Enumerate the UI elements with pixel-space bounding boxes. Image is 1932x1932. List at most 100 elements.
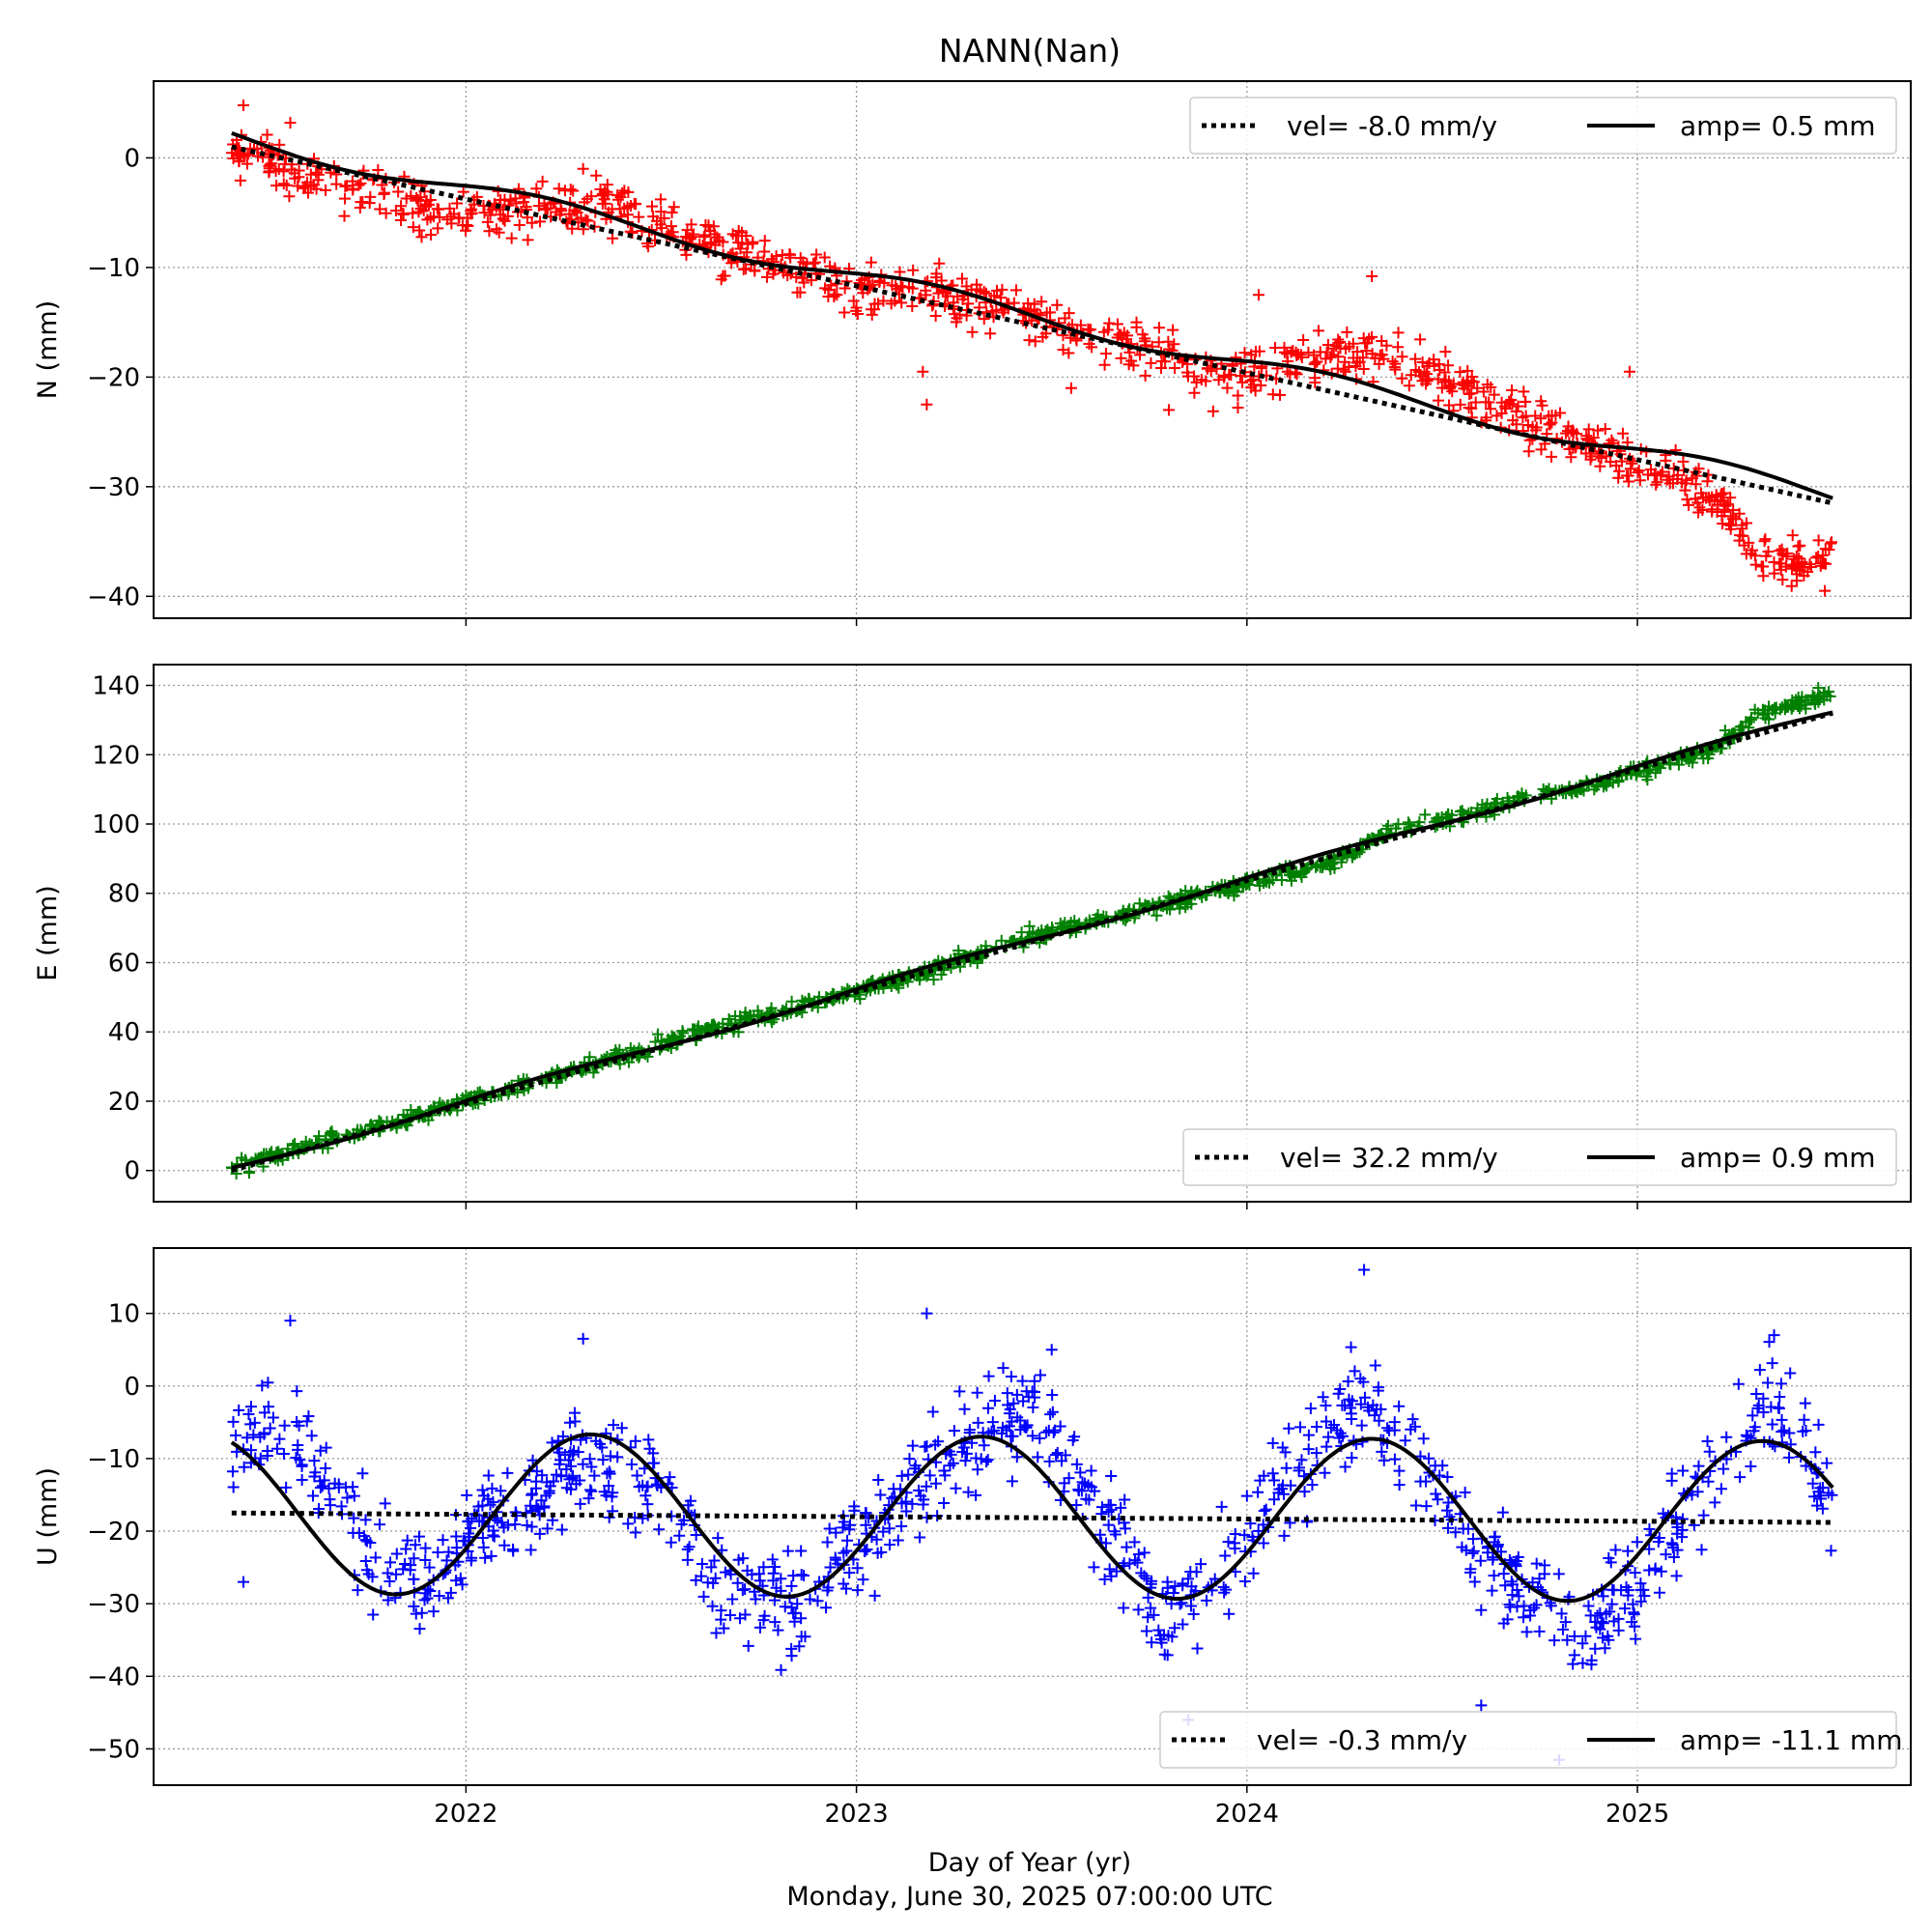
data-point — [1105, 1570, 1118, 1582]
data-point — [1667, 1551, 1680, 1564]
data-point — [710, 1627, 723, 1639]
data-point — [1138, 1547, 1151, 1559]
data-point — [424, 194, 437, 207]
data-point — [1011, 1411, 1024, 1424]
data-point — [1738, 539, 1750, 552]
data-point — [348, 1512, 360, 1524]
data-point — [1320, 353, 1332, 365]
data-point — [971, 1463, 983, 1476]
data-point — [526, 1489, 538, 1501]
data-point — [1004, 1407, 1015, 1420]
data-point — [1029, 335, 1041, 348]
data-point — [858, 1545, 870, 1557]
y-tick-label: −40 — [87, 1662, 140, 1691]
data-point — [1292, 348, 1304, 360]
data-point — [785, 1650, 798, 1662]
data-point — [564, 1483, 577, 1495]
data-point — [1273, 1483, 1286, 1495]
data-point — [413, 1623, 426, 1635]
data-point — [769, 1561, 781, 1574]
data-point — [1115, 1501, 1127, 1514]
data-point — [868, 1589, 881, 1602]
data-point — [735, 226, 748, 239]
data-point — [917, 365, 929, 378]
data-point — [1409, 1499, 1422, 1512]
data-point — [1471, 382, 1484, 394]
data-point — [913, 1484, 925, 1496]
data-point — [1510, 405, 1522, 417]
data-point — [758, 245, 771, 258]
data-point — [823, 1522, 836, 1535]
data-point — [1219, 1549, 1232, 1562]
data-point — [1184, 1600, 1197, 1612]
data-point — [407, 221, 419, 234]
data-point — [553, 1446, 565, 1459]
data-point — [600, 1490, 612, 1502]
data-point — [1102, 1505, 1115, 1518]
data-point — [1188, 386, 1201, 399]
data-point — [584, 1484, 597, 1496]
data-point — [1691, 1486, 1704, 1498]
data-point — [962, 1486, 975, 1498]
data-point — [1520, 410, 1532, 422]
data-point — [359, 1554, 372, 1567]
data-point — [1005, 1430, 1017, 1442]
data-point — [1304, 1402, 1317, 1414]
data-point — [372, 164, 384, 177]
y-tick-label: −20 — [87, 363, 140, 392]
data-point — [1001, 1387, 1013, 1400]
data-point — [409, 1539, 421, 1551]
data-point — [1712, 498, 1724, 511]
data-point — [1784, 1367, 1797, 1379]
data-point — [384, 1556, 397, 1569]
y-tick-label: 20 — [108, 1088, 140, 1117]
data-point — [1358, 1264, 1371, 1276]
data-point — [1475, 1604, 1488, 1616]
data-point — [1247, 1567, 1260, 1579]
data-point — [397, 209, 410, 221]
data-point — [401, 1534, 413, 1547]
data-point — [1131, 1556, 1144, 1569]
data-point — [1423, 1452, 1435, 1464]
data-point — [1103, 317, 1116, 329]
data-point — [1275, 873, 1288, 886]
data-point — [1683, 498, 1695, 511]
data-point — [701, 1577, 714, 1589]
data-point — [709, 1572, 722, 1584]
data-point — [673, 1529, 686, 1542]
data-point — [546, 1436, 558, 1449]
data-point — [1768, 567, 1780, 580]
data-point — [1159, 355, 1172, 368]
data-point — [1335, 856, 1348, 868]
data-point — [1019, 1421, 1032, 1434]
data-point — [442, 1546, 455, 1558]
data-point — [1522, 445, 1535, 458]
data-point — [1232, 389, 1244, 402]
data-point — [963, 1424, 976, 1436]
data-point — [811, 1595, 824, 1607]
grid — [154, 81, 1911, 618]
data-point — [678, 1514, 691, 1526]
data-point — [1405, 369, 1417, 382]
data-point — [1638, 1589, 1651, 1602]
data-point — [399, 1557, 412, 1570]
data-point — [597, 1454, 610, 1466]
y-tick-label: 120 — [92, 741, 140, 770]
data-point — [1419, 809, 1432, 821]
data-point — [971, 283, 983, 296]
data-point — [622, 1518, 635, 1530]
data-point — [1017, 315, 1030, 327]
data-point — [376, 179, 388, 191]
data-point — [906, 300, 919, 313]
data-point — [744, 1009, 756, 1022]
data-point — [443, 202, 456, 214]
data-point — [1339, 1461, 1351, 1473]
data-point — [465, 1554, 477, 1567]
data-point — [572, 1446, 584, 1459]
data-point — [758, 235, 771, 247]
data-point — [1535, 395, 1548, 408]
data-point — [1660, 1548, 1672, 1561]
data-point — [1677, 455, 1690, 468]
data-point — [1762, 546, 1775, 558]
data-point — [488, 1530, 500, 1543]
